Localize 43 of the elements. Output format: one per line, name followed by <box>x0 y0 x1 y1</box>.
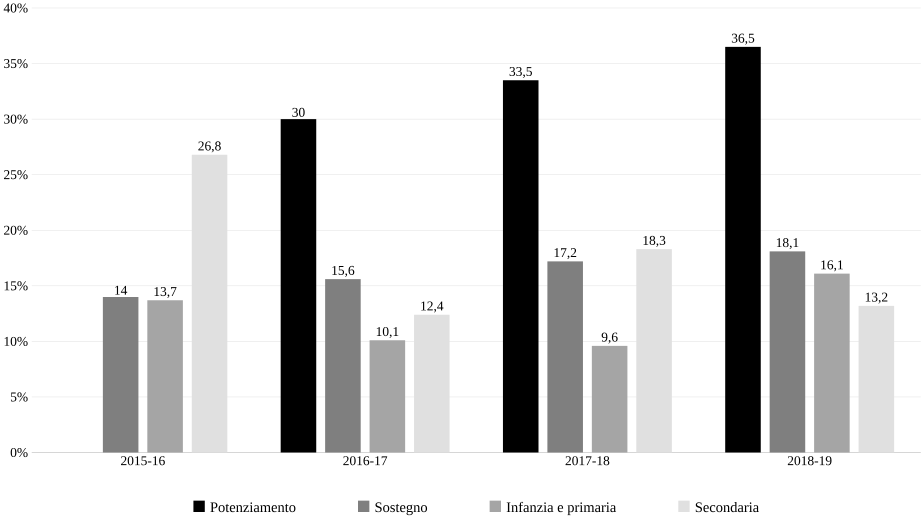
data-label: 16,1 <box>821 260 843 272</box>
bar <box>280 119 316 453</box>
data-label: 18,3 <box>644 236 666 248</box>
bar <box>547 262 583 453</box>
data-label: 10,1 <box>376 327 398 338</box>
legend-label: Infanzia e primaria <box>506 502 616 516</box>
bar <box>147 300 183 453</box>
y-tick-label: 10% <box>4 337 28 346</box>
x-tick-label: 2018-19 <box>788 456 832 466</box>
data-label: 13,7 <box>154 287 176 298</box>
bar <box>725 47 761 453</box>
bar <box>770 252 806 453</box>
data-label: 36,5 <box>732 34 754 45</box>
bar <box>592 346 628 453</box>
y-tick-label: 25% <box>4 170 28 180</box>
data-label: 9,6 <box>602 332 618 344</box>
data-label: 30 <box>292 108 305 118</box>
x-tick-label: 2016-17 <box>343 456 388 466</box>
y-tick-label: 20% <box>4 226 28 236</box>
data-label: 13,2 <box>866 292 888 304</box>
y-tick-label: 15% <box>4 281 28 291</box>
legend-label: Potenziamento <box>210 502 296 512</box>
x-tick-label: 2017-18 <box>566 456 610 466</box>
y-tick-label: 5% <box>10 392 28 402</box>
bar <box>325 279 361 453</box>
data-label: 18,1 <box>776 238 798 250</box>
bar <box>102 297 138 453</box>
data-label: 14 <box>115 286 128 295</box>
data-label: 26,8 <box>198 142 221 153</box>
y-tick-label: 40% <box>4 4 28 13</box>
data-label: 17,2 <box>554 248 576 260</box>
data-label: 15,6 <box>332 266 354 278</box>
x-tick-label: 2015-16 <box>121 456 165 466</box>
bar <box>814 274 850 453</box>
bar <box>370 340 406 453</box>
bar <box>502 80 539 453</box>
data-label: 33,5 <box>510 67 532 78</box>
y-tick-label: 35% <box>4 59 28 68</box>
data-label: 12,4 <box>421 302 444 313</box>
legend-label: Secondaria <box>696 502 759 512</box>
y-tick-label: 30% <box>4 114 28 124</box>
y-tick-label: 0% <box>10 448 28 458</box>
legend-label: Sostegno <box>376 502 428 516</box>
